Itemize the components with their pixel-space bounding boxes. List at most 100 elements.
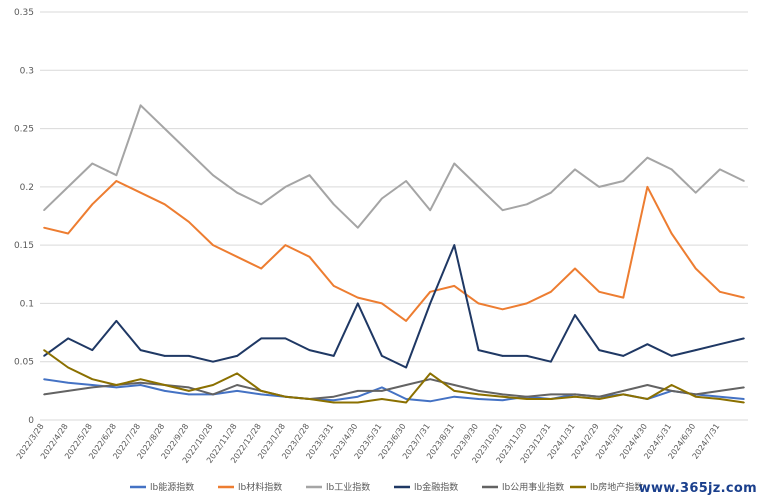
data-point [719, 395, 721, 398]
data-point [670, 384, 673, 386]
data-point [646, 343, 649, 346]
data-point [453, 390, 456, 392]
data-point [381, 390, 383, 392]
data-point [550, 398, 552, 400]
y-axis-ticks: 0 0.05 0.1 0.15 0.2 0.25 0.3 0.35 [14, 8, 34, 426]
data-point [429, 291, 432, 293]
data-point [357, 226, 359, 229]
data-point [453, 244, 456, 246]
data-point [550, 393, 552, 396]
y-tick-label: 0.35 [14, 8, 34, 18]
data-point [550, 360, 552, 363]
data-point [284, 244, 287, 246]
data-point [212, 384, 214, 386]
data-point [139, 191, 142, 194]
data-point [719, 343, 721, 346]
data-point [139, 381, 142, 384]
data-point [574, 168, 576, 171]
data-point [574, 393, 576, 396]
data-point [501, 393, 504, 396]
data-point [405, 180, 407, 182]
data-point [743, 401, 745, 404]
data-point [381, 386, 383, 389]
data-point [381, 197, 383, 200]
data-point [212, 393, 214, 396]
data-point [332, 285, 335, 287]
data-point [67, 337, 69, 340]
data-point [453, 162, 456, 165]
data-point [332, 395, 335, 398]
data-point [139, 378, 142, 381]
data-point [332, 401, 335, 404]
data-point [91, 349, 94, 351]
data-point [598, 349, 600, 351]
data-point [115, 384, 118, 386]
data-point [43, 209, 45, 211]
y-tick-label: 0.3 [20, 66, 34, 76]
data-point [212, 244, 214, 246]
data-point [381, 302, 383, 305]
data-point [743, 337, 745, 340]
data-point [719, 398, 721, 400]
data-point [477, 302, 480, 305]
data-point [139, 384, 142, 386]
data-point [139, 349, 142, 351]
data-point [308, 398, 311, 400]
data-point [453, 285, 456, 287]
data-point [405, 398, 407, 400]
legend-label-4: lb公用事业指数 [502, 481, 564, 493]
data-point [719, 291, 721, 293]
data-point [212, 360, 214, 363]
y-tick-label: 0.2 [20, 183, 34, 193]
data-point [598, 291, 600, 293]
data-point [188, 390, 190, 392]
data-point [357, 302, 359, 305]
data-point [163, 355, 166, 357]
data-point [332, 399, 335, 402]
data-point [357, 395, 359, 398]
data-point [260, 337, 263, 340]
data-point [405, 401, 407, 404]
data-point [188, 221, 190, 223]
legend-label-1: lb材料指数 [238, 481, 282, 493]
series-lines [43, 104, 745, 404]
data-point [622, 393, 625, 396]
data-point [429, 372, 432, 375]
data-point [91, 386, 94, 389]
data-point [550, 291, 552, 293]
data-point [477, 398, 480, 400]
data-point [429, 378, 432, 381]
y-tick-label: 0 [28, 416, 34, 426]
data-point [598, 395, 600, 398]
data-point [646, 186, 649, 188]
data-point [429, 209, 432, 211]
data-point [622, 296, 625, 299]
data-point [743, 296, 745, 299]
data-point [622, 390, 625, 392]
data-point [526, 355, 528, 357]
data-point [91, 384, 94, 386]
y-tick-label: 0.15 [14, 241, 34, 251]
data-point [91, 162, 94, 165]
data-point [308, 255, 311, 258]
legend-label-0: lb能源指数 [150, 481, 194, 493]
data-point [646, 398, 649, 400]
series-line-2 [43, 104, 745, 229]
data-point [236, 191, 238, 194]
y-tick-label: 0.1 [20, 299, 34, 309]
data-point [284, 337, 287, 340]
data-point [43, 378, 45, 381]
data-point [381, 398, 383, 400]
data-point [284, 186, 287, 188]
data-point [453, 384, 456, 386]
data-point [236, 355, 238, 357]
data-point [67, 232, 69, 235]
data-point [139, 104, 142, 107]
data-point [670, 168, 673, 171]
x-axis-ticks: 2022/3/282022/4/282022/5/282022/6/282022… [15, 422, 722, 465]
data-point [598, 186, 600, 188]
data-point [694, 191, 697, 194]
series-line-5 [43, 349, 745, 404]
data-point [646, 156, 649, 159]
data-point [163, 203, 166, 206]
